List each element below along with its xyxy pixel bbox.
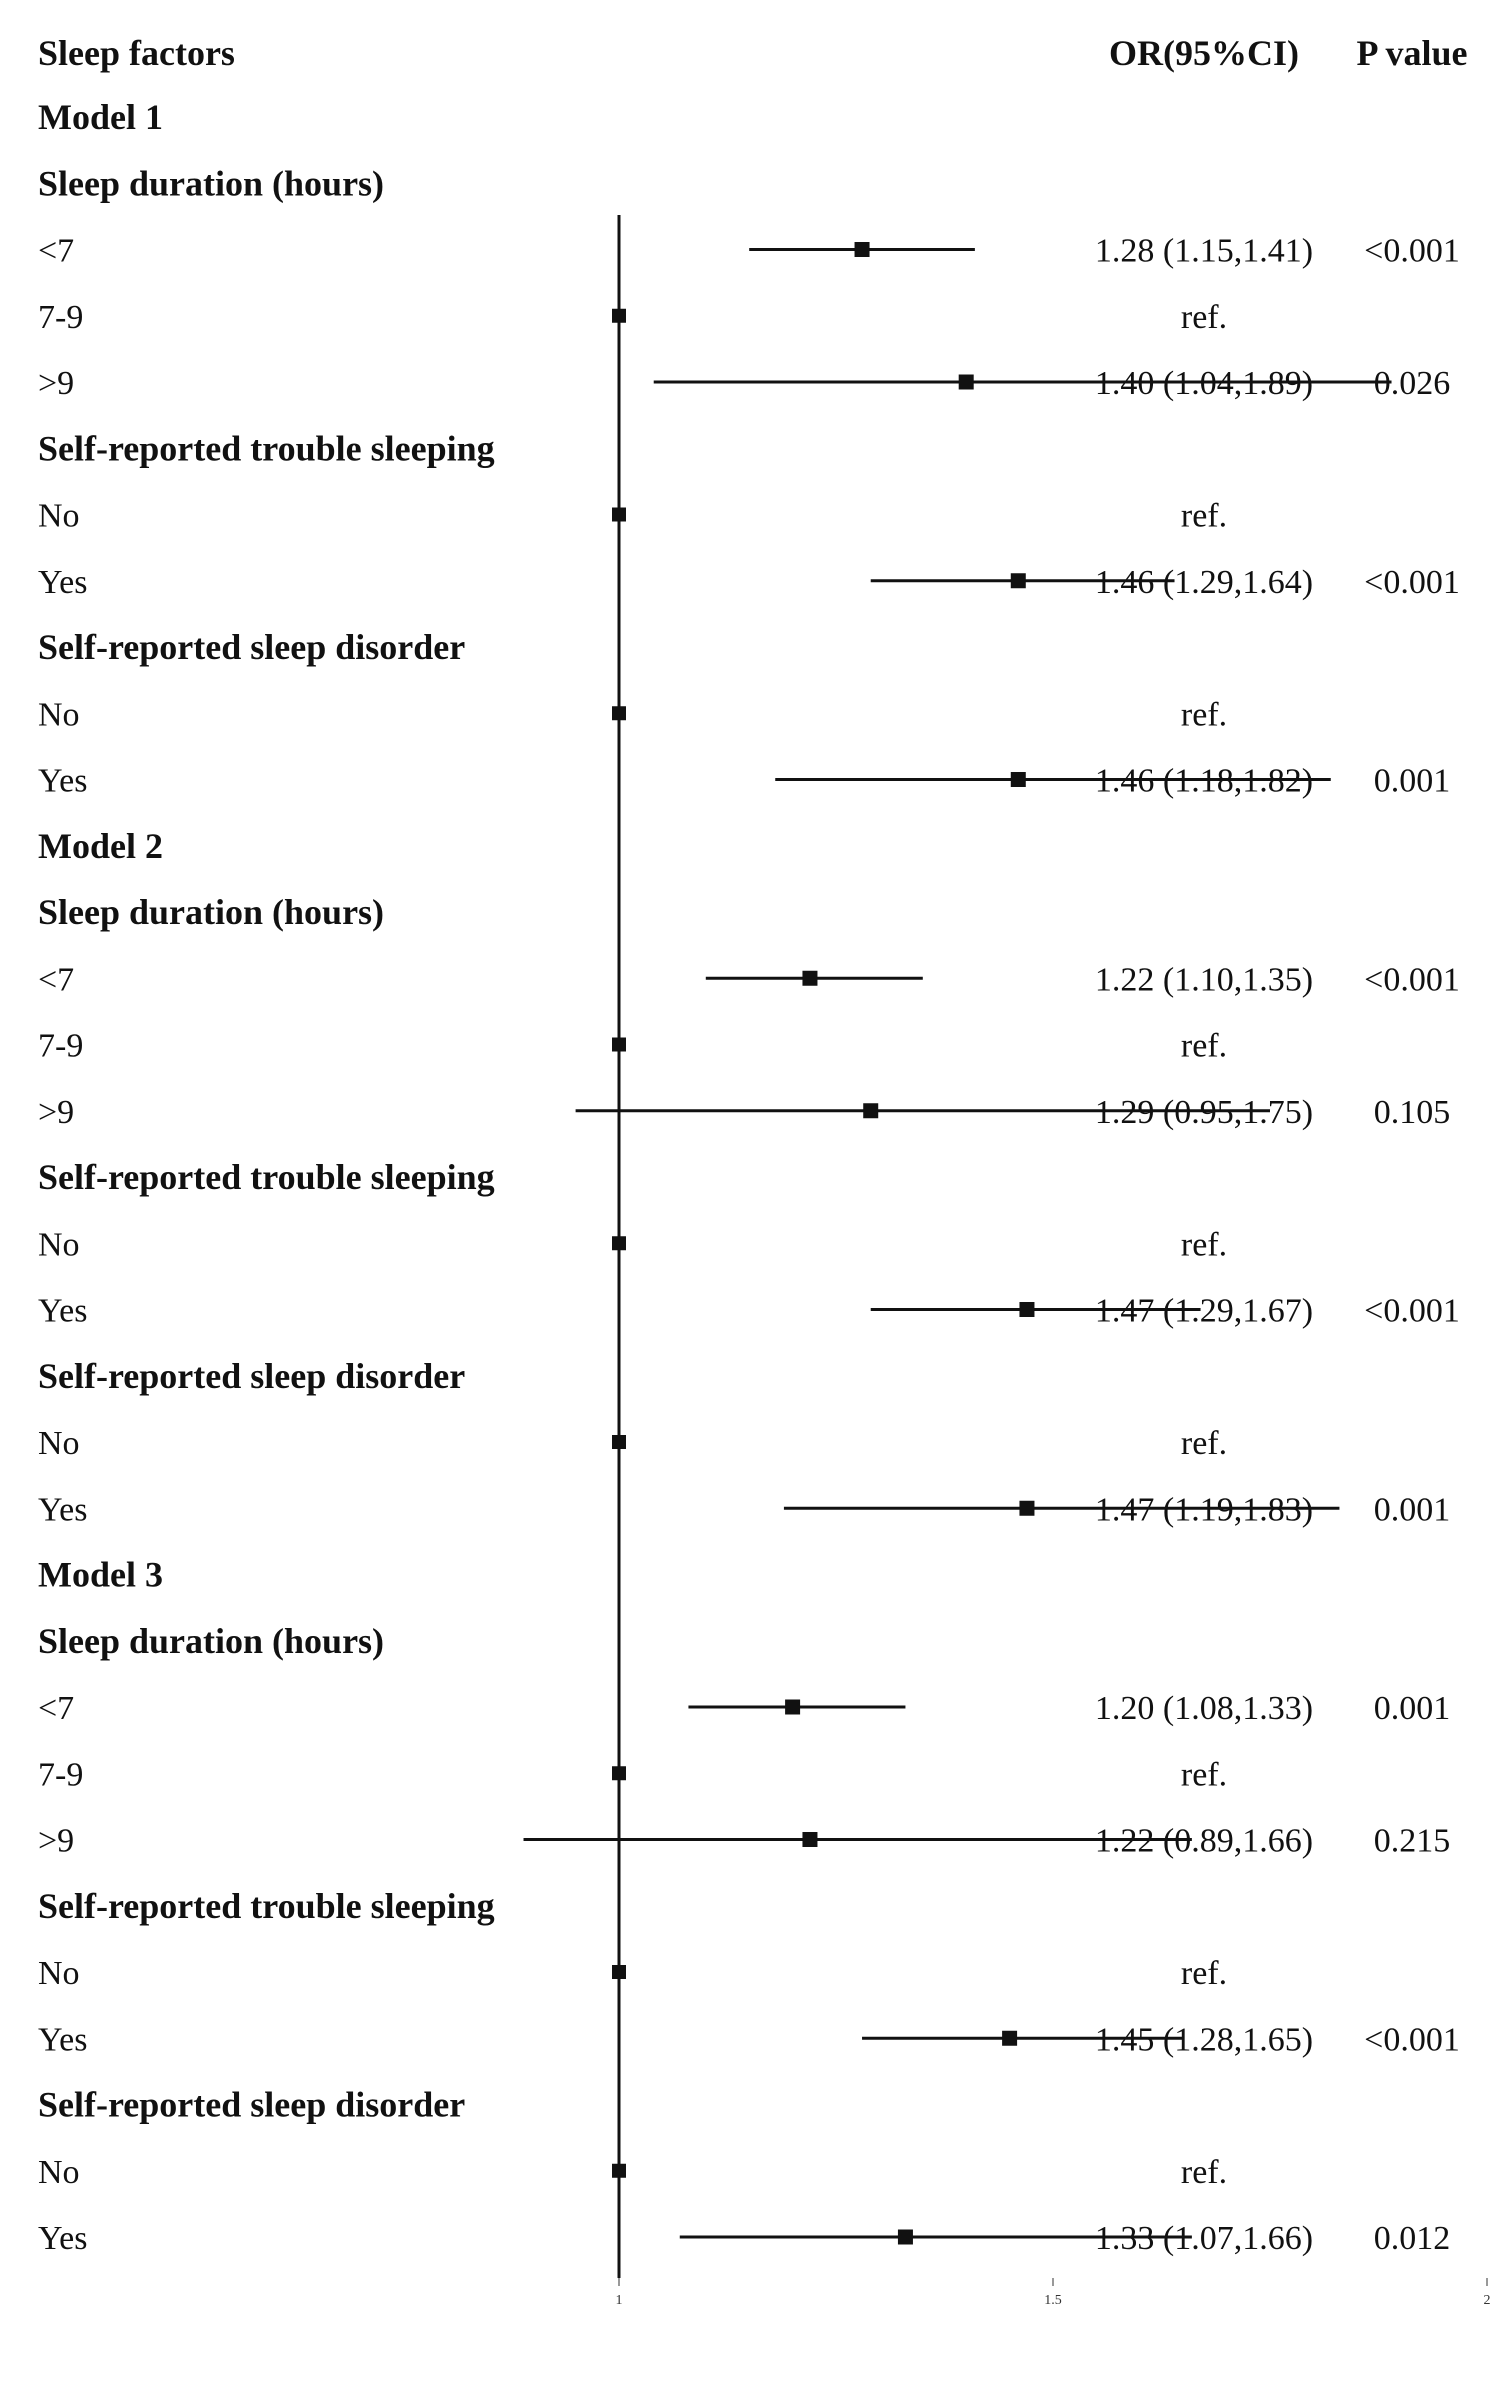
row-label: >9 [38, 1823, 74, 1860]
row-label: No [38, 2154, 80, 2191]
ref-label: ref. [1181, 1028, 1227, 1065]
ref-point [612, 1766, 626, 1781]
row-label: >9 [38, 1094, 74, 1131]
row-label: 7-9 [38, 1756, 83, 1793]
p-value: <0.001 [1364, 564, 1460, 601]
or-point [1002, 2030, 1018, 2046]
or-point [897, 2229, 913, 2245]
model-heading: Model 2 [38, 826, 163, 866]
row-label: Yes [38, 1293, 87, 1330]
row-label: No [38, 1425, 80, 1462]
x-tick-label: 2 [1484, 2293, 1491, 2308]
p-value: 0.001 [1374, 763, 1451, 800]
plot-area: 1 1.5 2 [523, 215, 1491, 2308]
or-point [1010, 772, 1026, 787]
model-heading: Model 3 [38, 1555, 163, 1595]
row-label: Yes [38, 2220, 87, 2257]
ref-point [612, 308, 626, 323]
p-value: 0.012 [1374, 2220, 1451, 2257]
or-ci-value: 1.28 (1.15,1.41) [1095, 233, 1313, 270]
row-label: Yes [38, 564, 87, 601]
group-heading: Self-reported sleep disorder [38, 1356, 465, 1396]
row-label: 7-9 [38, 1028, 83, 1065]
or-point [863, 1103, 879, 1119]
ref-label: ref. [1181, 1955, 1227, 1992]
or-ci-value: 1.20 (1.08,1.33) [1095, 1690, 1313, 1727]
ref-point [612, 1435, 626, 1449]
row-label: No [38, 696, 80, 733]
or-point [958, 374, 974, 390]
group-heading: Sleep duration (hours) [38, 1621, 384, 1661]
ref-label: ref. [1181, 2154, 1227, 2191]
ref-label: ref. [1181, 299, 1227, 336]
group-heading: Self-reported trouble sleeping [38, 1157, 495, 1197]
row-label: <7 [38, 961, 74, 998]
group-heading: Self-reported trouble sleeping [38, 1886, 495, 1926]
p-value: <0.001 [1364, 961, 1460, 998]
row-label: <7 [38, 1690, 74, 1727]
row-label: No [38, 1226, 80, 1263]
or-ci-value: 1.22 (1.10,1.35) [1095, 961, 1313, 998]
group-heading: Self-reported trouble sleeping [38, 428, 495, 468]
p-value: 0.001 [1374, 1491, 1451, 1528]
ref-point [612, 706, 626, 721]
group-heading: Self-reported sleep disorder [38, 627, 465, 667]
header-or-ci: OR(95%CI) [1109, 33, 1299, 73]
forest-rows: Model 1 Sleep duration (hours) <7 1.28 (1.1… [38, 97, 1460, 2257]
header-p-value: P value [1356, 33, 1467, 73]
ref-point [612, 1965, 626, 1979]
ref-label: ref. [1181, 1425, 1227, 1462]
row-label: Yes [38, 1491, 87, 1528]
p-value: 0.215 [1374, 1823, 1451, 1860]
ref-point [612, 507, 626, 522]
ref-point [612, 1037, 626, 1052]
header-sleep-factors: Sleep factors [38, 33, 235, 73]
row-label: No [38, 498, 80, 535]
ref-label: ref. [1181, 1226, 1227, 1263]
or-point [854, 242, 870, 257]
or-point [802, 1832, 818, 1847]
p-value: <0.001 [1364, 1293, 1460, 1330]
row-label: No [38, 1955, 80, 1992]
group-heading: Self-reported sleep disorder [38, 2085, 465, 2125]
group-heading: Sleep duration (hours) [38, 163, 384, 203]
ref-point [612, 1236, 626, 1251]
row-label: Yes [38, 2021, 87, 2058]
ref-label: ref. [1181, 498, 1227, 535]
row-label: >9 [38, 365, 74, 402]
or-point [1019, 1500, 1035, 1516]
or-point [1010, 573, 1026, 589]
p-value: <0.001 [1364, 2021, 1460, 2058]
or-point [1019, 1302, 1035, 1317]
row-label: 7-9 [38, 299, 83, 336]
or-point [802, 970, 818, 986]
row-label: <7 [38, 233, 74, 270]
p-value: 0.105 [1374, 1094, 1451, 1131]
x-tick-label: 1 [616, 2293, 623, 2308]
x-tick-label: 1.5 [1044, 2293, 1062, 2308]
p-value: <0.001 [1364, 233, 1460, 270]
ref-label: ref. [1181, 696, 1227, 733]
p-value: 0.001 [1374, 1690, 1451, 1727]
model-heading: Model 1 [38, 97, 163, 137]
group-heading: Sleep duration (hours) [38, 892, 384, 932]
or-point [785, 1699, 801, 1715]
row-label: Yes [38, 763, 87, 800]
ref-point [612, 2163, 626, 2178]
ref-label: ref. [1181, 1756, 1227, 1793]
